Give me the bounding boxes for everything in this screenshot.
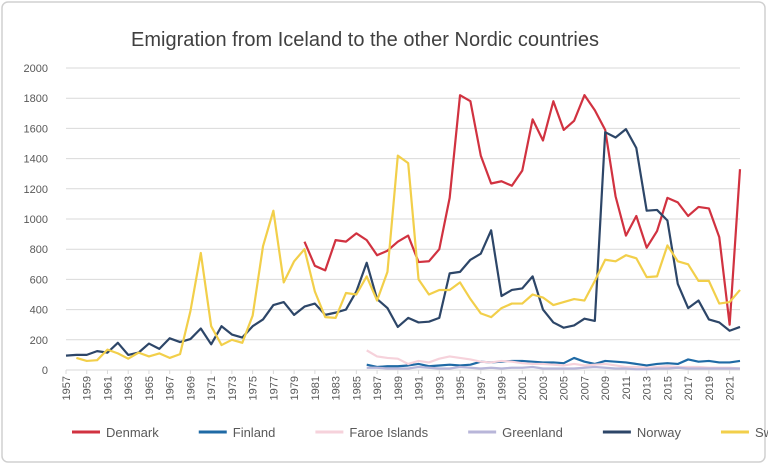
x-tick-label: 1981 (310, 376, 322, 400)
x-tick-label: 1961 (102, 376, 114, 400)
y-tick-label: 2000 (24, 63, 48, 75)
x-tick-label: 1973 (227, 376, 239, 400)
y-tick-label: 1200 (24, 184, 48, 196)
x-tick-label: 1957 (61, 376, 73, 400)
y-tick-label: 1800 (24, 93, 48, 105)
x-tick-label: 1977 (268, 376, 280, 400)
legend-label: Faroe Islands (349, 425, 428, 440)
y-tick-label: 400 (30, 305, 48, 317)
y-tick-label: 600 (30, 274, 48, 286)
x-tick-label: 1983 (331, 376, 343, 400)
x-tick-label: 1997 (476, 376, 488, 400)
y-tick-label: 1400 (24, 154, 48, 166)
x-tick-label: 1979 (289, 376, 301, 400)
y-tick-label: 800 (30, 244, 48, 256)
x-tick-label: 1999 (497, 376, 509, 400)
x-tick-label: 2013 (642, 376, 654, 400)
x-tick-label: 1985 (351, 376, 363, 400)
x-tick-label: 1969 (185, 376, 197, 400)
x-tick-label: 1991 (414, 376, 426, 400)
series-line (303, 94, 742, 326)
x-tick-label: 2021 (725, 376, 737, 400)
chart-title: Emigration from Iceland to the other Nor… (131, 29, 599, 51)
x-tick-label: 2003 (538, 376, 550, 400)
x-tick-label: 1967 (165, 376, 177, 400)
legend-label: Finland (233, 425, 276, 440)
x-tick-label: 2007 (579, 376, 591, 400)
x-tick-label: 1963 (123, 376, 135, 400)
x-tick-label: 2019 (704, 376, 716, 400)
legend-label: Norway (637, 425, 682, 440)
x-tick-label: 1987 (372, 376, 384, 400)
x-tick-label: 1965 (144, 376, 156, 400)
y-tick-label: 200 (30, 335, 48, 347)
x-tick-label: 1995 (455, 376, 467, 400)
series-line (366, 365, 740, 371)
y-tick-label: 0 (42, 365, 48, 377)
series-line (65, 128, 741, 357)
x-tick-label: 1993 (434, 376, 446, 400)
x-tick-label: 1971 (206, 376, 218, 400)
y-tick-label: 1600 (24, 123, 48, 135)
series-line (76, 154, 741, 363)
y-tick-label: 1000 (24, 214, 48, 226)
x-tick-label: 2011 (621, 376, 633, 400)
legend-label: Sweden (755, 425, 768, 440)
x-tick-label: 2009 (600, 376, 612, 400)
x-tick-label: 2001 (517, 376, 529, 400)
legend-label: Greenland (502, 425, 563, 440)
x-tick-label: 2005 (559, 376, 571, 400)
x-tick-label: 2015 (662, 376, 674, 400)
legend-label: Denmark (106, 425, 159, 440)
x-tick-label: 1975 (248, 376, 260, 400)
x-tick-label: 1959 (82, 376, 94, 400)
x-tick-label: 1989 (393, 376, 405, 400)
series-line (366, 356, 741, 369)
x-tick-label: 2017 (683, 376, 695, 400)
